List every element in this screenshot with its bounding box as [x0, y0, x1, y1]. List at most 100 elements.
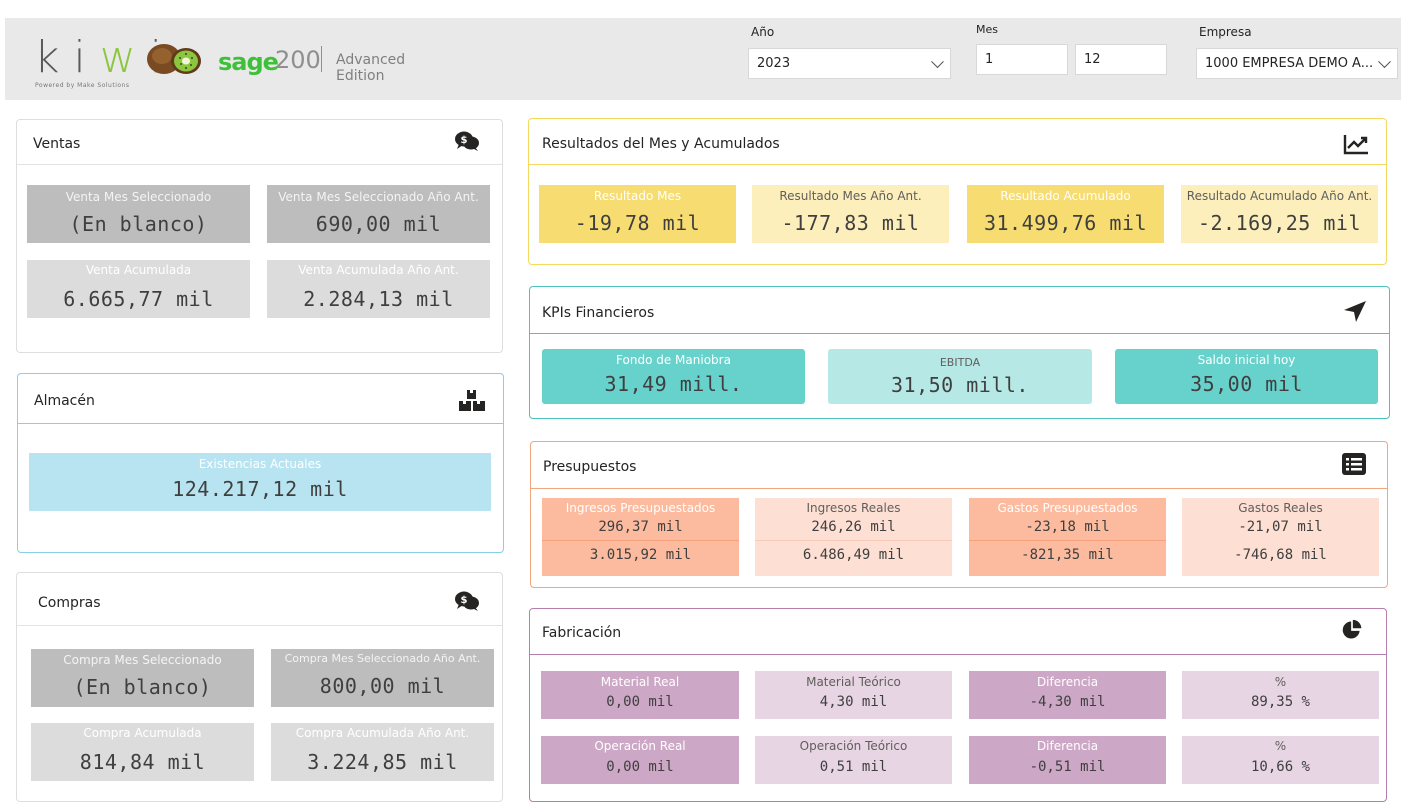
tile-value: 35,00 mil — [1190, 372, 1303, 396]
sage-edition: Advanced Edition — [336, 52, 406, 84]
fabricacion-divider — [530, 654, 1386, 655]
tile-value: -0,51 mil — [1029, 759, 1106, 775]
tile-value: -177,83 mil — [781, 211, 920, 235]
fabricacion-tile-operacion-pct: % 10,66 % — [1182, 736, 1379, 784]
kpis-divider — [530, 333, 1389, 334]
kpis-title: KPIs Financieros — [542, 305, 655, 321]
tile-value: -19,78 mil — [574, 211, 701, 235]
ventas-tile-mes-ant: Venta Mes Seleccionado Año Ant. 690,00 m… — [267, 185, 490, 243]
tile-value: 3.224,85 mil — [307, 750, 458, 774]
tile-label: Operación Teórico — [799, 739, 908, 753]
compras-tile-mes: Compra Mes Seleccionado (En blanco) — [31, 649, 254, 707]
fabricacion-tile-material-diferencia: Diferencia -4,30 mil — [969, 671, 1166, 719]
pie-chart-icon — [1342, 619, 1362, 639]
tile-label: EBITDA — [939, 356, 981, 369]
tile-value: 800,00 mil — [319, 674, 446, 698]
kpis-tile-saldo: Saldo inicial hoy 35,00 mil — [1115, 349, 1378, 404]
tile-value: (En blanco) — [69, 212, 208, 236]
company-dropdown-value: 1000 EMPRESA DEMO A... — [1205, 56, 1374, 71]
tile-month-value: -21,07 mil — [1238, 519, 1323, 535]
fabricacion-tile-operacion-real: Operación Real 0,00 mil — [541, 736, 739, 784]
money-chat-icon: $ — [455, 591, 479, 611]
resultados-divider — [529, 164, 1386, 165]
fabricacion-tile-material-real: Material Real 0,00 mil — [541, 671, 739, 719]
tile-label: Existencias Actuales — [198, 457, 322, 471]
resultados-tile-mes-ant: Resultado Mes Año Ant. -177,83 mil — [752, 185, 949, 243]
tile-label: Compra Mes Seleccionado Año Ant. — [284, 652, 481, 665]
compras-divider — [17, 625, 502, 626]
almacen-card: Almacén Existencias Actuales 124.217,12 … — [17, 373, 504, 553]
fabricacion-tile-material-pct: % 89,35 % — [1182, 671, 1379, 719]
tile-label: Ingresos Presupuestados — [565, 501, 716, 515]
kpis-card: KPIs Financieros Fondo de Maniobra 31,49… — [529, 286, 1390, 419]
tile-label: Resultado Acumulado — [1000, 189, 1131, 203]
sage-version: 200 — [275, 46, 321, 74]
tile-label: % — [1274, 739, 1287, 753]
line-chart-icon — [1343, 135, 1368, 155]
tile-value: 124.217,12 mil — [172, 477, 348, 501]
month-from-value: 1 — [985, 52, 994, 67]
sage-logo: sage — [218, 48, 279, 76]
month-from-input[interactable]: 1 — [976, 44, 1068, 75]
tile-label: Ingresos Reales — [806, 501, 901, 515]
compras-title: Compras — [38, 595, 101, 611]
tile-label: Operación Real — [594, 739, 686, 753]
fabricacion-tile-operacion-diferencia: Diferencia -0,51 mil — [969, 736, 1166, 784]
month-to-input[interactable]: 12 — [1075, 44, 1167, 75]
kiwi-fruit-icon — [147, 44, 201, 74]
tile-month-value: 296,37 mil — [598, 519, 683, 535]
tile-divider — [542, 540, 739, 541]
month-filter-label: Mes — [976, 23, 998, 36]
tile-label: Saldo inicial hoy — [1197, 353, 1296, 367]
tile-divider — [755, 540, 952, 541]
tile-divider — [1182, 540, 1379, 541]
tile-label: Compra Mes Seleccionado — [63, 653, 222, 667]
tile-value: 31,50 mill. — [891, 373, 1029, 397]
presupuestos-tile-ing-real: Ingresos Reales 246,26 mil 6.486,49 mil — [755, 498, 952, 576]
tile-value: 0,51 mil — [819, 759, 888, 775]
svg-text:$: $ — [461, 135, 468, 146]
tile-label: Material Teórico — [806, 675, 901, 689]
almacen-title: Almacén — [34, 393, 95, 409]
resultados-tile-acum: Resultado Acumulado 31.499,76 mil — [967, 185, 1164, 243]
tile-label: Gastos Presupuestados — [997, 501, 1138, 515]
tile-value: 0,00 mil — [606, 759, 674, 775]
compras-tile-acum: Compra Acumulada 814,84 mil — [31, 723, 254, 781]
tile-acc-value: -821,35 mil — [1021, 547, 1114, 563]
tile-label: Venta Mes Seleccionado — [65, 190, 212, 204]
tile-acc-value: 3.015,92 mil — [589, 547, 692, 563]
tile-label: Gastos Reales — [1238, 501, 1323, 515]
resultados-title: Resultados del Mes y Acumulados — [542, 136, 780, 152]
almacen-divider — [18, 423, 503, 424]
tile-label: Resultado Mes Año Ant. — [779, 189, 922, 203]
tile-value: 6.665,77 mil — [63, 287, 214, 311]
presupuestos-tile-gas-pres: Gastos Presupuestados -23,18 mil -821,35… — [969, 498, 1166, 576]
kpis-tile-fondo: Fondo de Maniobra 31,49 mill. — [542, 349, 805, 404]
chevron-down-icon — [1378, 54, 1391, 68]
tile-label: Compra Acumulada Año Ant. — [295, 726, 470, 740]
tile-value: 690,00 mil — [315, 212, 442, 236]
chevron-down-icon — [931, 54, 944, 68]
ventas-divider — [17, 164, 502, 165]
compras-tile-mes-ant: Compra Mes Seleccionado Año Ant. 800,00 … — [271, 649, 494, 707]
tile-label: Diferencia — [1036, 675, 1099, 689]
presupuestos-divider — [531, 488, 1387, 489]
ventas-tile-acum: Venta Acumulada 6.665,77 mil — [27, 260, 250, 318]
tile-value: (En blanco) — [73, 675, 212, 699]
compras-tile-acum-ant: Compra Acumulada Año Ant. 3.224,85 mil — [271, 723, 494, 781]
fabricacion-tile-material-teorico: Material Teórico 4,30 mil — [755, 671, 952, 719]
tile-label: Compra Acumulada — [83, 726, 202, 740]
tile-month-value: -23,18 mil — [1025, 519, 1110, 535]
tile-value: -2.169,25 mil — [1197, 211, 1362, 235]
compras-card: Compras $ Compra Mes Seleccionado (En bl… — [16, 572, 503, 802]
year-dropdown-value: 2023 — [757, 56, 791, 71]
tile-value: 10,66 % — [1250, 759, 1310, 775]
tile-label: % — [1274, 675, 1287, 689]
tile-label: Fondo de Maniobra — [616, 353, 731, 367]
tile-value: -4,30 mil — [1029, 694, 1106, 710]
fabricacion-card: Fabricación Material Real 0,00 mil Mater… — [529, 608, 1387, 802]
tile-label: Venta Acumulada — [85, 263, 192, 277]
company-dropdown[interactable]: 1000 EMPRESA DEMO A... — [1196, 48, 1398, 79]
tile-value: 89,35 % — [1250, 694, 1310, 710]
year-dropdown[interactable]: 2023 — [748, 48, 951, 79]
